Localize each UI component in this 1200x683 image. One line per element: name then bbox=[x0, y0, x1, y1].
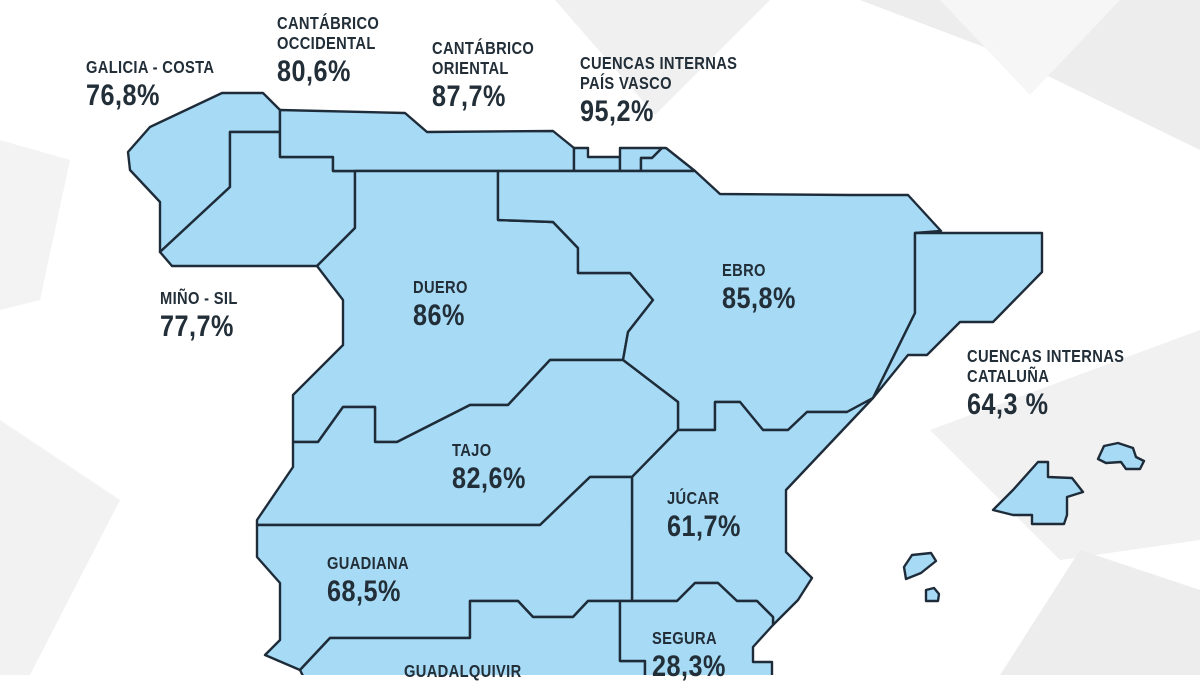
basin-value: 95,2% bbox=[580, 95, 654, 128]
basin-value: 77,7% bbox=[160, 310, 234, 343]
island-mallorca bbox=[991, 460, 1085, 526]
basin-name-line2: PAÍS VASCO bbox=[580, 73, 672, 93]
basin-label-guadiana: GUADIANA 68,5% bbox=[327, 553, 409, 608]
basin-name-line2: OCCIDENTAL bbox=[277, 33, 376, 53]
basin-name: EBRO bbox=[722, 260, 766, 280]
basin-label-cuencas-internas-cataluna: CUENCAS INTERNAS CATALUÑA 64,3 % bbox=[967, 346, 1124, 421]
basin-label-mino-sil: MIÑO - SIL 77,7% bbox=[160, 288, 238, 343]
basin-name: GUADALQUIVIR bbox=[404, 661, 522, 681]
background-shape bbox=[555, 0, 770, 115]
basin-value: 64,3 % bbox=[967, 388, 1049, 421]
island-menorca bbox=[1096, 441, 1146, 471]
background-shape bbox=[930, 330, 1200, 560]
region-cuencas-internas-cataluna bbox=[871, 231, 1044, 400]
basin-label-cantabrico-occidental: CANTÁBRICO OCCIDENTAL 80,6% bbox=[277, 13, 379, 88]
background-shape bbox=[0, 140, 70, 310]
background-shape bbox=[860, 0, 1200, 150]
basin-value: 61,7% bbox=[667, 510, 741, 543]
basin-name: CANTÁBRICO bbox=[432, 38, 535, 58]
balearic-islands bbox=[902, 441, 1146, 603]
basin-name: MIÑO - SIL bbox=[160, 288, 238, 308]
basin-name: DUERO bbox=[413, 277, 468, 297]
basin-name-line2: ORIENTAL bbox=[432, 58, 509, 78]
basin-name: JÚCAR bbox=[667, 488, 720, 508]
region-guadalquivir bbox=[298, 599, 647, 675]
basin-value: 85,8% bbox=[722, 282, 796, 315]
background-shape bbox=[1000, 550, 1200, 675]
basin-name: CUENCAS INTERNAS bbox=[967, 346, 1125, 366]
basin-value: 68,5% bbox=[327, 575, 401, 608]
region-cantabrico-oriental bbox=[572, 146, 622, 173]
basin-name: SEGURA bbox=[652, 628, 717, 648]
basin-regions bbox=[126, 91, 1044, 675]
basin-label-guadalquivir: GUADALQUIVIR bbox=[404, 661, 522, 681]
basin-value: 87,7% bbox=[432, 80, 506, 113]
basin-label-duero: DUERO 86% bbox=[413, 277, 468, 332]
basin-name: CUENCAS INTERNAS bbox=[580, 53, 738, 73]
basin-name: GUADIANA bbox=[327, 553, 409, 573]
basin-name-line2: CATALUÑA bbox=[967, 366, 1050, 386]
basin-label-jucar: JÚCAR 61,7% bbox=[667, 488, 741, 543]
basin-label-galicia-costa: GALICIA - COSTA 76,8% bbox=[86, 57, 214, 112]
region-segura bbox=[618, 581, 775, 675]
basin-value: 80,6% bbox=[277, 55, 351, 88]
basin-value: 82,6% bbox=[452, 462, 526, 495]
basin-label-cantabrico-oriental: CANTÁBRICO ORIENTAL 87,7% bbox=[432, 38, 534, 113]
basin-label-ebro: EBRO 85,8% bbox=[722, 260, 796, 315]
basin-label-cuencas-internas-pais-vasco: CUENCAS INTERNAS PAÍS VASCO 95,2% bbox=[580, 53, 737, 128]
basin-value: 86% bbox=[413, 299, 465, 332]
basin-label-tajo: TAJO 82,6% bbox=[452, 440, 526, 495]
basin-name: CANTÁBRICO bbox=[277, 13, 380, 33]
background-shape bbox=[0, 420, 120, 675]
island-ibiza bbox=[902, 551, 938, 581]
basin-name: GALICIA - COSTA bbox=[86, 57, 215, 77]
basin-name: TAJO bbox=[452, 440, 492, 460]
background-shape bbox=[940, 0, 1120, 95]
island-formentera bbox=[924, 586, 941, 603]
basin-value: 76,8% bbox=[86, 79, 160, 112]
basin-value: 28,3% bbox=[652, 650, 726, 683]
